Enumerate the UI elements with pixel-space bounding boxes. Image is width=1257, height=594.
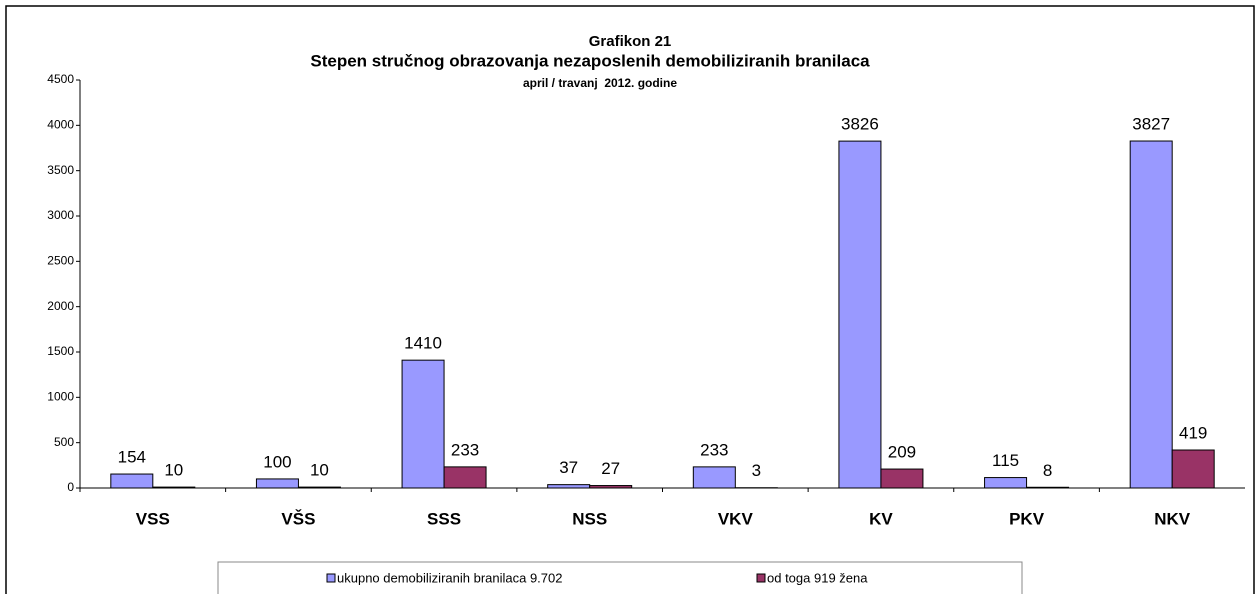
y-tick-label: 1000 xyxy=(47,390,74,404)
data-label: 27 xyxy=(601,459,620,478)
bar xyxy=(1026,486,1070,489)
x-tick-label: VŠS xyxy=(281,509,315,528)
y-tick-label: 0 xyxy=(67,480,74,494)
data-label: 419 xyxy=(1179,423,1207,442)
bar xyxy=(255,478,299,489)
chart-subtitle: Stepen stručnog obrazovanja nezaposlenih… xyxy=(310,51,870,70)
x-tick-label: SSS xyxy=(427,509,461,528)
legend-label: od toga 919 žena xyxy=(767,570,868,585)
data-label: 1410 xyxy=(404,334,442,353)
x-tick-label: NKV xyxy=(1154,509,1191,528)
bar xyxy=(401,359,445,489)
y-tick-label: 4000 xyxy=(47,118,74,132)
bar xyxy=(692,466,736,489)
bar xyxy=(880,468,924,489)
legend-swatch xyxy=(756,573,766,583)
data-label: 8 xyxy=(1043,461,1052,480)
y-tick-label: 3000 xyxy=(47,208,74,222)
data-label: 37 xyxy=(559,458,578,477)
bar xyxy=(1129,140,1173,489)
data-label: 233 xyxy=(700,440,728,459)
x-tick-label: VSS xyxy=(136,509,170,528)
data-label: 10 xyxy=(164,461,183,480)
data-label: 3826 xyxy=(841,115,879,134)
data-label: 100 xyxy=(263,452,291,471)
bar xyxy=(443,466,487,489)
data-label: 10 xyxy=(310,461,329,480)
chart-frame xyxy=(5,5,1255,594)
bar xyxy=(1171,449,1215,489)
x-tick-label: PKV xyxy=(1009,509,1045,528)
y-tick-label: 2500 xyxy=(47,254,74,268)
bar xyxy=(589,485,633,489)
legend-box xyxy=(217,561,1023,594)
y-tick-label: 3500 xyxy=(47,163,74,177)
chart-subtitle: april / travanj 2012. godine xyxy=(523,76,677,90)
y-tick-label: 1500 xyxy=(47,344,74,358)
chart-title: Grafikon 21 xyxy=(589,33,672,50)
x-tick-label: NSS xyxy=(572,509,607,528)
y-tick-label: 2000 xyxy=(47,299,74,313)
bar xyxy=(838,140,882,489)
y-tick-label: 4500 xyxy=(47,72,74,86)
data-label: 115 xyxy=(992,451,1019,470)
bar xyxy=(110,473,154,489)
x-tick-label: VKV xyxy=(718,509,754,528)
bar xyxy=(152,486,196,489)
data-label: 3827 xyxy=(1132,115,1170,134)
legend-label: ukupno demobiliziranih branilaca 9.702 xyxy=(337,570,562,585)
data-label: 209 xyxy=(888,443,916,462)
data-label: 233 xyxy=(451,440,479,459)
legend-swatch xyxy=(326,573,336,583)
data-label: 3 xyxy=(752,461,761,480)
data-label: 154 xyxy=(118,448,146,467)
x-tick-label: KV xyxy=(869,509,893,528)
bar xyxy=(297,486,341,489)
y-tick-label: 500 xyxy=(54,435,74,449)
bar xyxy=(547,484,591,489)
bar xyxy=(984,477,1028,489)
